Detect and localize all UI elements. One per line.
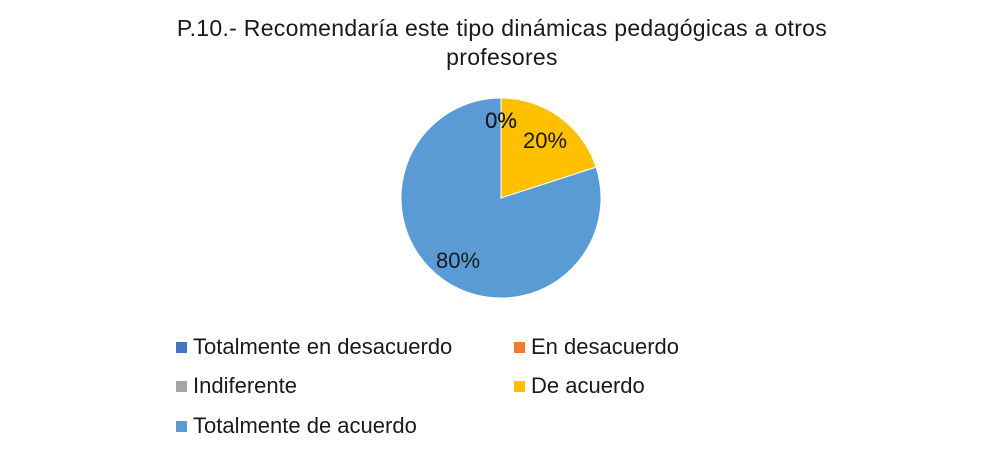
data-label-totalmente-de-acuerdo: 80% xyxy=(436,248,480,273)
data-label-de-acuerdo: 20% xyxy=(523,128,567,153)
chart-title-line-2: profesores xyxy=(446,44,558,70)
chart-title: P.10.- Recomendaría este tipo dinámicas … xyxy=(0,14,1004,72)
data-label-en-desacuerdo: 0% xyxy=(485,108,517,133)
data-label-indiferente: 0% xyxy=(485,108,517,133)
pie-slice-totalmente-de-acuerdo xyxy=(400,97,602,299)
pie-slices xyxy=(400,97,602,299)
pie-slice-de-acuerdo xyxy=(500,97,597,199)
pie-data-labels: 0%0%0%20%80% xyxy=(436,108,567,273)
data-label-totalmente-en-desacuerdo: 0% xyxy=(485,108,517,133)
chart-title-line-1: P.10.- Recomendaría este tipo dinámicas … xyxy=(176,15,828,41)
